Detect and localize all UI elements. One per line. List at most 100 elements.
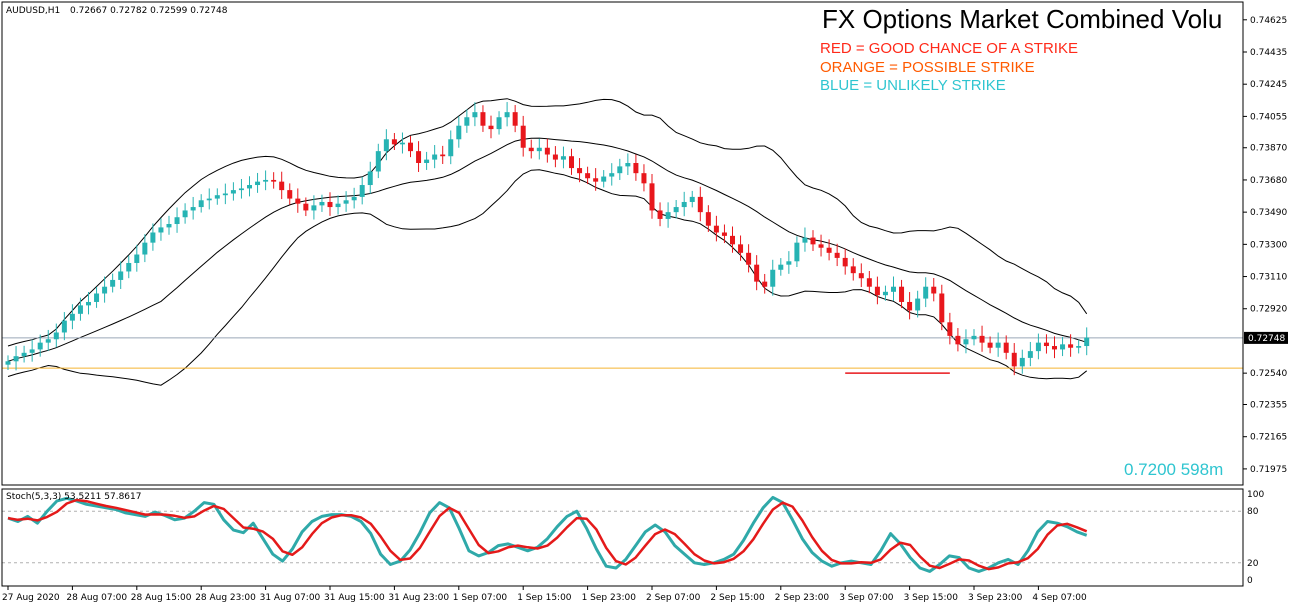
candle [939,284,945,331]
candle-body [102,286,108,294]
stoch-signal-line [7,498,1088,571]
candle-body [882,291,888,296]
candle [45,329,51,352]
candle [730,226,735,253]
candle-body [375,151,381,172]
ohlc-label: 0.72667 0.72782 0.72599 0.72748 [70,6,228,16]
candle [69,304,75,330]
candle-body [311,205,317,211]
candle-body [955,335,961,345]
candle-body [778,264,784,270]
candle-body [287,190,293,199]
candle [746,244,752,273]
candle-body [947,322,953,336]
candle-body [383,139,389,152]
price-tick-label: 0.72165 [1250,433,1287,443]
candle [295,188,301,213]
stoch-tick-label: 0 [1247,576,1253,586]
candle-body [802,237,808,243]
price-tick-label: 0.74435 [1250,48,1287,58]
candle-body [738,244,744,253]
candle-body [697,196,703,213]
candle [1019,349,1025,374]
candle [794,236,800,267]
candle-body [995,342,1001,348]
candle-body [182,210,188,218]
stochastic-subwindow: Stoch(5,3,3) 53.5211 57.8617 [2,492,1243,573]
candle-body [1060,344,1066,350]
candle-body [1003,342,1009,353]
candle-body [53,332,59,340]
candle-body [295,198,301,204]
candle-body [746,252,752,265]
candle-body [899,286,905,302]
candle-body [649,183,655,211]
current-price-label: 0.72748 [1248,334,1285,344]
candle [303,197,309,217]
candle [480,105,486,132]
candle [544,138,550,163]
candle [343,191,349,212]
candle [190,196,196,220]
candle [528,139,534,159]
candle-body [327,201,333,208]
time-tick-label: 2 Sep 07:00 [646,593,701,603]
candle-body [689,196,695,202]
candle [697,186,703,222]
candle-body [923,286,929,299]
candle-body [633,163,639,174]
candle-body [247,185,252,189]
candle-body [367,171,373,186]
candle [923,277,929,308]
candle [569,148,574,175]
candle-body [665,212,671,219]
candle [488,115,494,139]
candle-body [391,139,397,145]
candle [770,259,776,296]
candle [641,164,647,192]
candle [166,215,172,235]
candle [520,115,526,157]
candle [238,179,244,199]
candle-body [987,342,993,348]
candle-body [21,352,27,357]
candle [77,297,83,321]
candle-body [134,254,140,263]
candle-body [1068,344,1074,348]
time-tick-label: 2 Sep 23:00 [775,593,830,603]
time-tick-label: 1 Sep 23:00 [582,593,637,603]
candle-body [577,168,583,174]
candle-body [408,142,413,152]
time-tick-label: 1 Sep 15:00 [517,593,572,603]
candle-body [37,342,43,350]
time-tick-label: 27 Aug 2020 [2,593,60,603]
candle [456,116,462,148]
candle [440,145,446,164]
candle-body [110,279,116,287]
candle [5,355,11,371]
price-tick-label: 0.72540 [1250,369,1287,379]
candle [399,132,405,154]
candle [416,141,422,172]
candle-body [424,159,430,163]
bollinger-upper-band [7,98,1088,347]
candle-body [874,286,880,296]
candle [842,248,848,275]
candle [351,187,357,209]
candle [174,207,180,233]
candle [134,244,140,272]
candle [359,176,365,205]
candle-body [1035,342,1041,352]
candle [110,273,116,293]
candle-body [520,125,526,148]
candle-body [303,203,309,211]
candle-body [585,173,591,179]
candle-body [963,339,969,345]
candle [826,239,832,261]
candle [37,334,43,357]
price-tick-label: 0.73870 [1250,144,1287,154]
price-tick-label: 0.74625 [1250,16,1287,26]
candle-body [826,247,832,253]
candle-body [810,237,816,245]
candle [287,183,293,205]
